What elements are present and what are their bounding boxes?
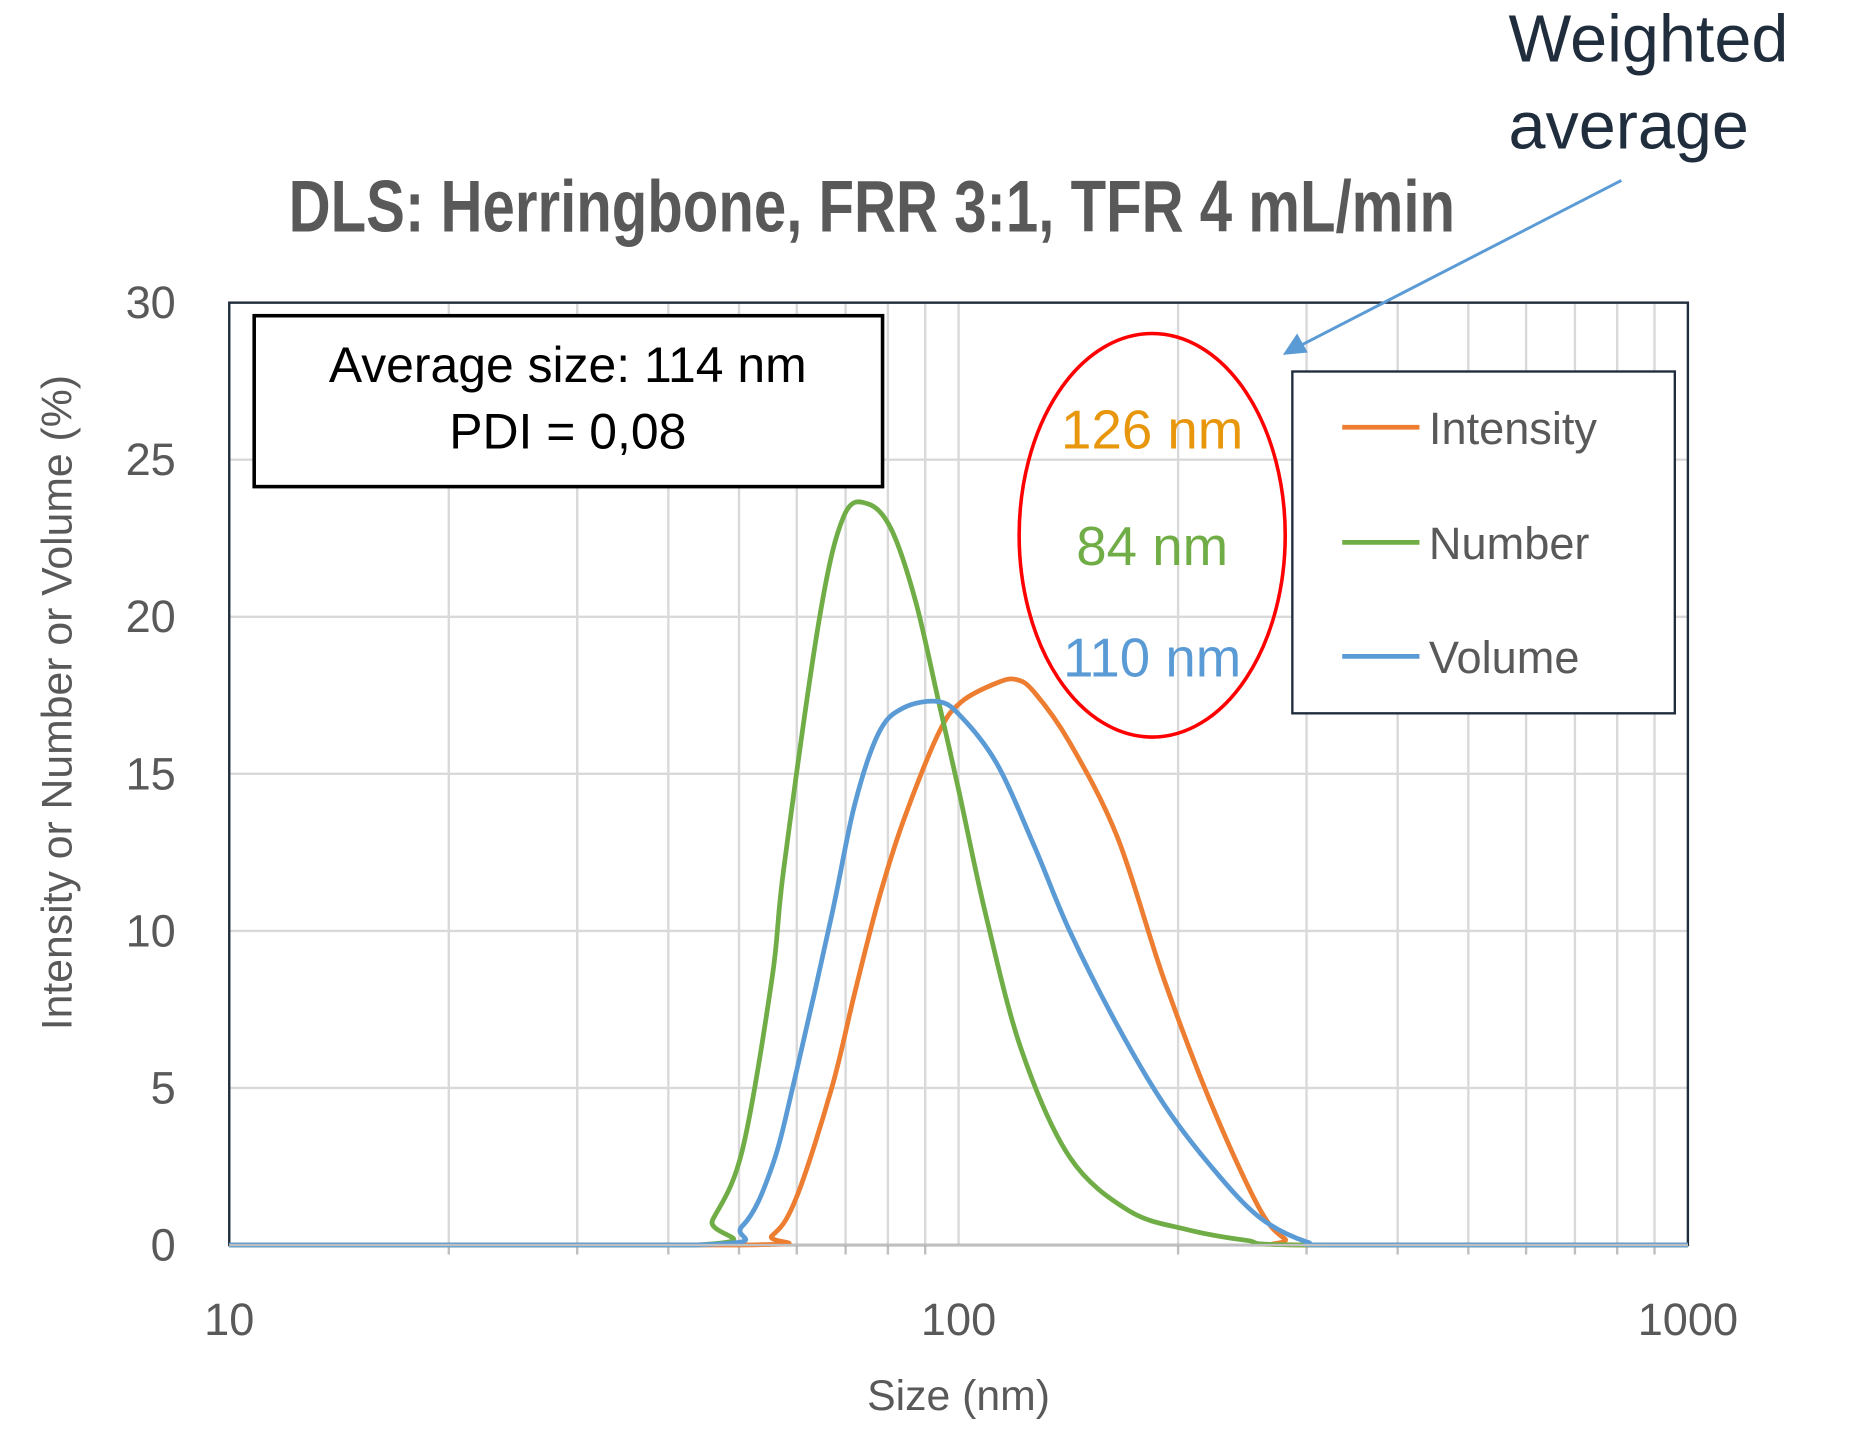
series-group <box>229 499 1688 1248</box>
series-line-volume <box>229 698 1688 1248</box>
weighted-average-ellipse <box>1017 331 1288 739</box>
y-tick-label: 20 <box>126 591 176 642</box>
y-tick-label: 15 <box>126 748 176 799</box>
callout-arrow-line <box>1299 179 1623 347</box>
chart-title: DLS: Herringbone, FRR 3:1, TFR 4 mL/min <box>289 164 1455 247</box>
x-tick-labels: 10 100 1000 <box>204 1294 1738 1345</box>
y-tick-label: 0 <box>151 1219 176 1270</box>
series-line-intensity <box>229 676 1688 1248</box>
y-tick-label: 25 <box>126 434 176 485</box>
callout-arrow-head-icon <box>1282 333 1308 355</box>
volume-average-label: 110 nm <box>1063 628 1241 689</box>
legend: Intensity Number Volume <box>1291 370 1677 715</box>
x-tick-label: 10 <box>204 1294 254 1345</box>
legend-label-intensity: Intensity <box>1429 403 1598 454</box>
number-average-label: 84 nm <box>1076 516 1228 577</box>
x-axis-title: Size (nm) <box>867 1372 1050 1420</box>
y-tick-label: 30 <box>126 277 176 328</box>
y-axis-title: Intensity or Number or Volume (%) <box>33 375 81 1030</box>
y-tick-label: 5 <box>151 1062 176 1113</box>
legend-label-volume: Volume <box>1429 632 1580 683</box>
legend-label-number: Number <box>1429 518 1590 569</box>
pdi-label: PDI = 0,08 <box>449 404 686 460</box>
summary-box <box>252 313 885 489</box>
average-size-label: Average size: 114 nm <box>329 337 807 393</box>
x-tick-label: 1000 <box>1638 1294 1738 1345</box>
x-tick-label: 100 <box>921 1294 996 1345</box>
series-line-number <box>229 499 1688 1248</box>
y-tick-labels: 0 5 10 15 20 25 30 <box>126 277 176 1270</box>
y-tick-label: 10 <box>126 905 176 956</box>
callout-weighted: Weighted <box>1509 3 1789 77</box>
intensity-average-label: 126 nm <box>1061 400 1243 461</box>
callout-average: average <box>1509 89 1749 163</box>
